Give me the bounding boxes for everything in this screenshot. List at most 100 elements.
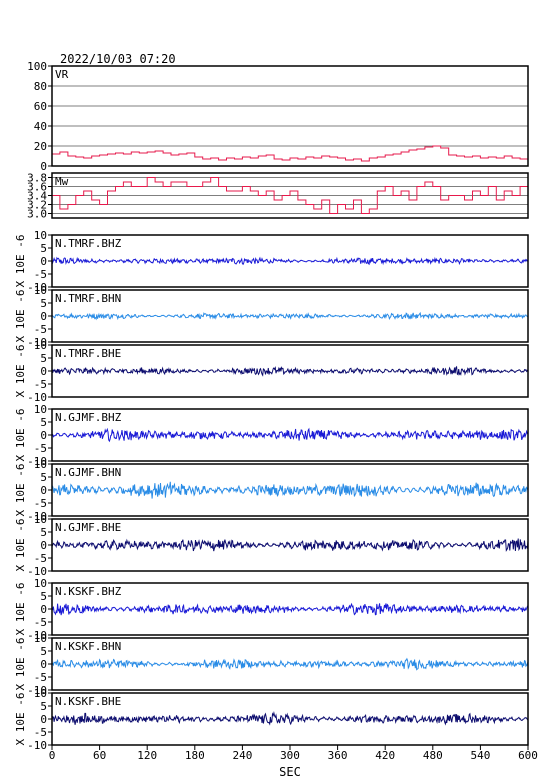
- panel-title: N.GJMF.BHN: [55, 466, 121, 479]
- y-tick-label: 10: [34, 284, 47, 297]
- y-tick-label: 60: [34, 100, 47, 113]
- y-tick-label: 0: [40, 429, 47, 442]
- series-line-vr: [52, 145, 529, 162]
- y-tick-label: 10: [34, 632, 47, 645]
- x-tick-label: 180: [185, 749, 205, 762]
- x-tick-label: 360: [328, 749, 348, 762]
- y-tick-label: 0: [40, 603, 47, 616]
- y-tick-label: 10: [34, 577, 47, 590]
- y-tick-label: 0: [40, 484, 47, 497]
- y-tick-label: -5: [34, 268, 47, 281]
- y-tick-label: 3.8: [27, 172, 47, 185]
- x-axis: 0 60 120 180 240 300 360 420 480 540 600: [49, 745, 538, 762]
- y-axis-label: X 10E -6: [14, 345, 27, 398]
- y-tick-label: 5: [40, 590, 47, 603]
- y-tick-label: -10: [27, 455, 47, 468]
- y-axis-label: X 10E -6: [14, 235, 27, 288]
- x-tick-label: 0: [49, 749, 56, 762]
- panel-title: N.KSKF.BHZ: [55, 585, 122, 598]
- y-tick-label: -10: [27, 281, 47, 294]
- panel-title: N.GJMF.BHE: [55, 521, 121, 534]
- y-tick-label: 5: [40, 416, 47, 429]
- x-tick-label: 420: [375, 749, 395, 762]
- y-tick-label: 5: [40, 242, 47, 255]
- panel-mw: 3.03.23.43.63.8 Mw: [27, 172, 529, 221]
- y-tick-label: 3.4: [27, 190, 47, 203]
- y-axis-label: X 10E -6: [14, 464, 27, 517]
- waveform-n-tmrf-bhe: [51, 365, 529, 377]
- y-tick-label: -5: [34, 323, 47, 336]
- y-tick-label: -10: [27, 629, 47, 642]
- y-tick-label: 5: [40, 471, 47, 484]
- y-tick-label: 10: [34, 458, 47, 471]
- y-tick-label: -5: [34, 616, 47, 629]
- panel-frame: [51, 65, 529, 167]
- panel-title: N.KSKF.BHE: [55, 695, 121, 708]
- panel-title: Mw: [55, 175, 69, 188]
- y-tick-label: 0: [40, 160, 47, 173]
- y-tick-label: 5: [40, 645, 47, 658]
- x-tick-label: 540: [470, 749, 490, 762]
- y-tick-label: 0: [40, 310, 47, 323]
- y-tick-label: 10: [34, 513, 47, 526]
- y-tick-label: -5: [34, 726, 47, 739]
- y-tick-label: 5: [40, 297, 47, 310]
- y-tick-label: 3.0: [27, 208, 47, 221]
- y-tick-label: 10: [34, 403, 47, 416]
- y-axis-label: X 10E -6: [14, 638, 27, 691]
- x-tick-label: 480: [423, 749, 443, 762]
- panel-vr: 0 20 40 60 80 100 VR: [27, 60, 529, 173]
- y-tick-label: 20: [34, 140, 47, 153]
- y-tick-label: 10: [34, 687, 47, 700]
- y-axis-label: X 10E -6: [14, 519, 27, 572]
- y-tick-label: -10: [27, 739, 47, 752]
- waveform-n-kskf-bhn: [51, 657, 529, 671]
- y-tick-label: 0: [40, 713, 47, 726]
- y-axis-label: X 10E -6: [14, 409, 27, 462]
- y-tick-label: 10: [34, 229, 47, 242]
- y-axis-label: X 10E -6: [14, 693, 27, 746]
- y-tick-label: 0: [40, 255, 47, 268]
- y-tick-label: -5: [34, 378, 47, 391]
- waveform-n-gjmf-bhe: [51, 538, 529, 552]
- y-tick-label: 3.2: [27, 199, 47, 212]
- y-tick-label: 40: [34, 120, 47, 133]
- series-line-mw: [52, 177, 529, 214]
- panel-title: N.GJMF.BHZ: [55, 411, 122, 424]
- chart-datetime: 2022/10/03 07:20: [60, 52, 176, 66]
- panel-title: N.KSKF.BHN: [55, 640, 121, 653]
- y-tick-label: 5: [40, 700, 47, 713]
- waveform-n-kskf-bhe: [51, 711, 529, 726]
- y-tick-label: 0: [40, 365, 47, 378]
- panel-title: N.TMRF.BHE: [55, 347, 121, 360]
- x-tick-label: 300: [280, 749, 300, 762]
- y-tick-label: -5: [34, 671, 47, 684]
- y-tick-label: -10: [27, 684, 47, 697]
- x-tick-label: 240: [232, 749, 252, 762]
- y-tick-label: 5: [40, 352, 47, 365]
- y-axis-label: X 10E -6: [14, 290, 27, 343]
- y-tick-label: -10: [27, 336, 47, 349]
- y-tick-label: 0: [40, 658, 47, 671]
- waveform-n-gjmf-bhz: [51, 427, 529, 443]
- x-tick-label: 600: [518, 749, 538, 762]
- panel-title: VR: [55, 68, 69, 81]
- panel-title: N.TMRF.BHN: [55, 292, 121, 305]
- y-tick-label: -5: [34, 497, 47, 510]
- x-tick-label: 120: [137, 749, 157, 762]
- y-tick-label: -10: [27, 391, 47, 404]
- y-tick-label: -5: [34, 552, 47, 565]
- y-axis-label: X 10E -6: [14, 583, 27, 636]
- waveform-n-kskf-bhz: [51, 602, 529, 616]
- y-tick-label: 3.6: [27, 181, 47, 194]
